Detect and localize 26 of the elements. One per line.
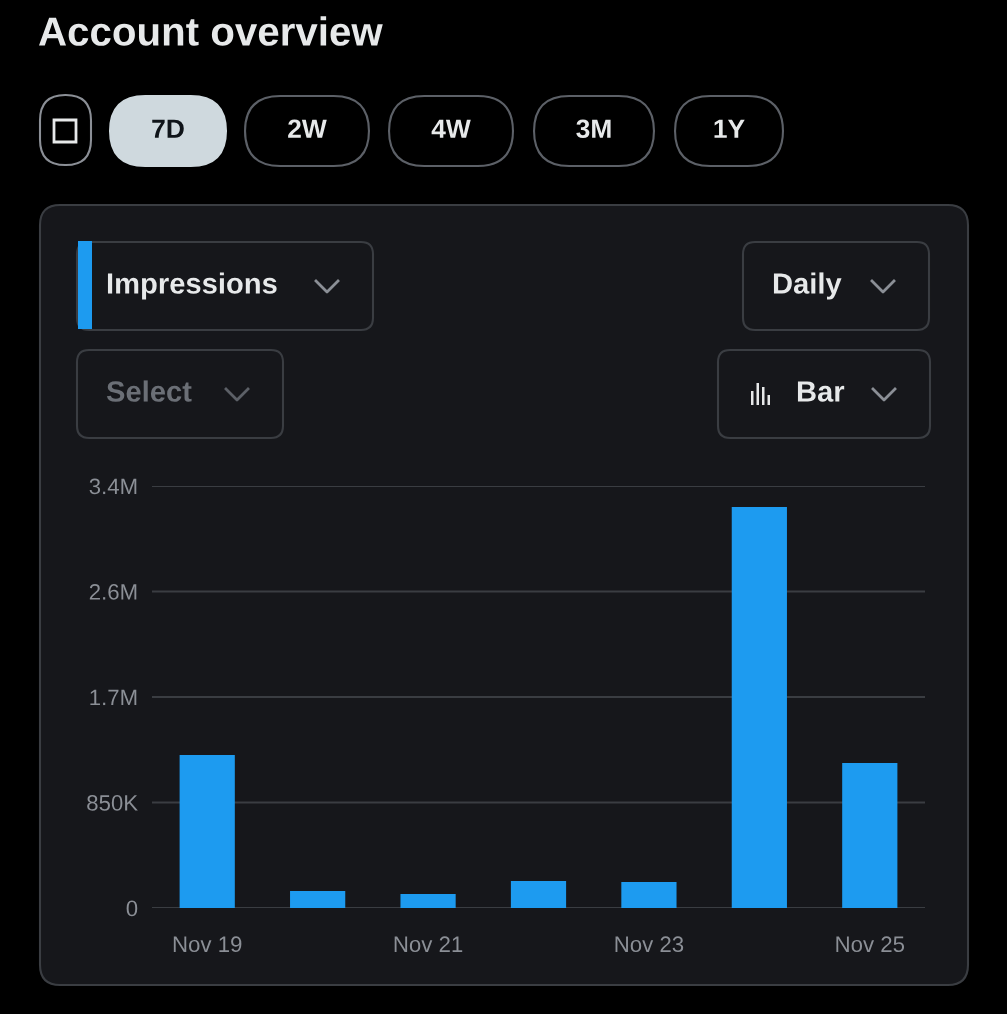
chart-title: Account overview	[39, 16, 383, 46]
text: Daily	[773, 272, 842, 300]
text: 4W	[431, 119, 471, 138]
y-tick-label: 0	[126, 900, 138, 917]
y-tick-label: 850K	[87, 795, 138, 811]
x-tick-label: Nov 23	[615, 936, 684, 953]
text: Bar	[797, 381, 845, 402]
x-tick-label: Nov 21	[394, 936, 463, 953]
bar	[179, 754, 235, 908]
y-tick-label: 3.4M	[89, 478, 137, 495]
bar	[510, 880, 567, 908]
text: 2W	[288, 119, 327, 138]
bar	[731, 507, 787, 908]
bar	[400, 893, 456, 908]
y-tick-label: 2.6M	[89, 584, 137, 600]
y-tick-label: 1.7M	[90, 689, 137, 706]
text: 7D	[152, 119, 184, 138]
text: 3M	[576, 119, 611, 139]
text: 1Y	[714, 119, 745, 138]
bar	[842, 763, 898, 908]
text: Select	[106, 380, 192, 402]
x-tick-label: Nov 25	[836, 936, 905, 953]
bar	[290, 891, 346, 908]
bar	[621, 881, 677, 908]
text: Impressions	[107, 272, 277, 300]
x-tick-label: Nov 19	[173, 936, 242, 953]
